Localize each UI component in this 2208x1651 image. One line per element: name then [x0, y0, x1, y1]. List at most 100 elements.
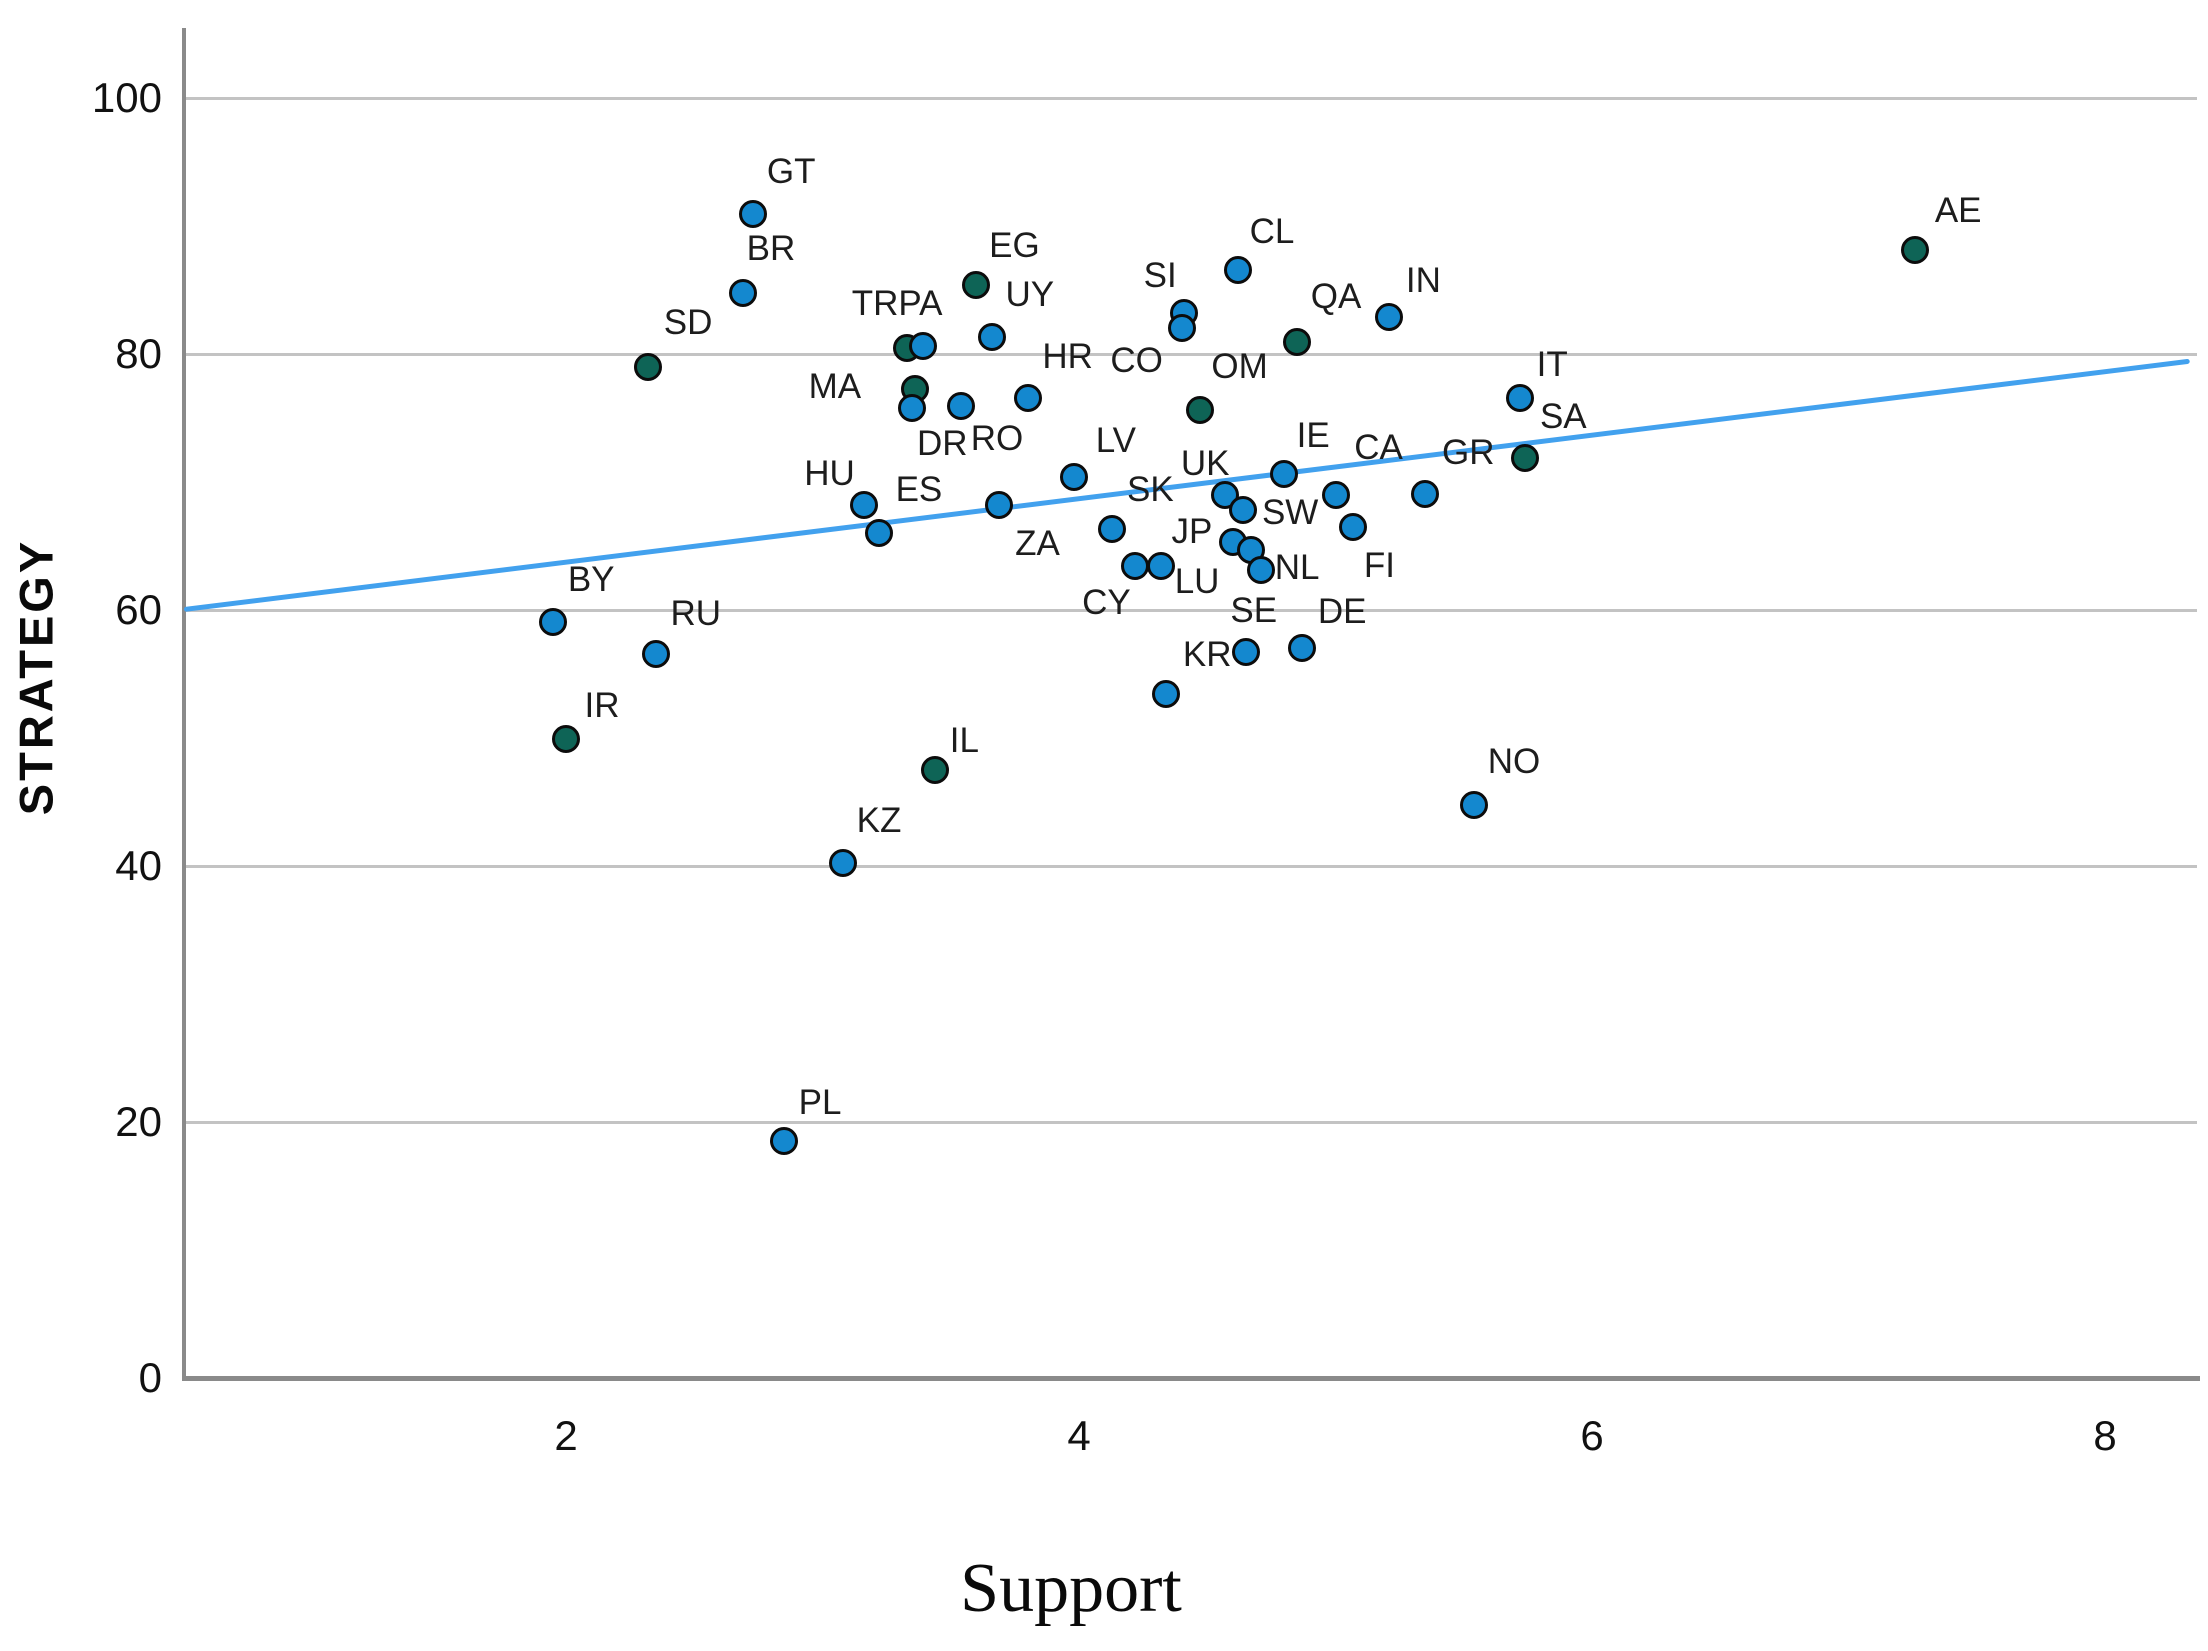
point-label-GT: GT — [766, 152, 816, 192]
data-point-DR — [898, 393, 927, 422]
data-point-FI — [1339, 512, 1368, 541]
data-point-LU — [1147, 552, 1176, 581]
gridline-y-80 — [185, 353, 2197, 356]
data-point-unlabeled-28 — [1236, 535, 1265, 564]
data-point-CL — [1224, 255, 1253, 284]
data-point-CO — [1167, 314, 1196, 343]
data-point-PL — [770, 1127, 799, 1156]
y-tick-label-100: 100 — [91, 74, 162, 121]
data-point-IE — [1270, 460, 1299, 489]
point-label-JP: JP — [1171, 512, 1213, 552]
point-label-DR: DR — [916, 423, 968, 463]
point-label-IE: IE — [1296, 416, 1330, 456]
data-point-CY — [1121, 552, 1150, 581]
point-label-RU: RU — [670, 593, 722, 633]
data-point-EG — [962, 270, 991, 299]
data-point-HU — [849, 491, 878, 520]
y-tick-label-40: 40 — [115, 842, 162, 889]
data-point-GT — [739, 200, 768, 229]
data-point-SK — [1098, 515, 1127, 544]
data-point-SW — [1229, 496, 1258, 525]
y-tick-label-0: 0 — [138, 1354, 162, 1401]
point-label-BR: BR — [746, 228, 796, 268]
data-point-UY — [977, 323, 1006, 352]
point-label-HU: HU — [804, 454, 855, 494]
point-label-IR: IR — [584, 686, 620, 726]
point-label-CA: CA — [1354, 427, 1403, 467]
data-point-NO — [1460, 790, 1488, 819]
data-point-IT — [1506, 383, 1535, 412]
point-label-NL: NL — [1274, 548, 1320, 588]
point-label-ES: ES — [895, 470, 943, 510]
point-label-AE: AE — [1934, 191, 1982, 231]
data-point-ES — [864, 519, 893, 548]
data-point-CA — [1321, 480, 1350, 509]
point-label-GR: GR — [1442, 432, 1495, 472]
x-tick-label-2: 2 — [554, 1412, 578, 1459]
data-point-KZ — [829, 849, 858, 878]
data-point-IN — [1375, 302, 1404, 331]
point-label-SK: SK — [1126, 470, 1174, 510]
point-label-SA: SA — [1539, 396, 1587, 436]
point-label-EG: EG — [989, 225, 1040, 265]
point-label-UY: UY — [1005, 275, 1055, 315]
data-point-AE — [1901, 236, 1930, 265]
point-label-RO: RO — [970, 419, 1024, 459]
gridline-y-60 — [185, 609, 2197, 612]
data-point-RO — [947, 392, 975, 421]
data-point-IR — [552, 725, 580, 754]
point-label-BY: BY — [567, 559, 615, 599]
point-label-FI: FI — [1363, 545, 1396, 585]
point-label-DE: DE — [1317, 592, 1367, 632]
y-tick-label-20: 20 — [115, 1098, 162, 1145]
y-tick-label-60: 60 — [115, 586, 162, 633]
data-point-BR — [728, 278, 757, 307]
data-point-IL — [921, 756, 950, 784]
point-label-IN: IN — [1405, 260, 1441, 300]
data-point-ZA — [985, 491, 1014, 520]
point-label-IL: IL — [949, 721, 979, 760]
point-label-ZA: ZA — [1015, 524, 1060, 564]
point-label-SD: SD — [663, 302, 713, 342]
point-label-TRPA: TRPA — [851, 283, 943, 323]
point-label-PL: PL — [798, 1083, 842, 1123]
y-tick-label-80: 80 — [115, 330, 162, 377]
point-label-LV: LV — [1095, 420, 1136, 460]
point-label-UK: UK — [1180, 443, 1230, 483]
gridline-y-20 — [185, 1121, 2197, 1124]
point-label-LU: LU — [1174, 562, 1220, 602]
data-point-SD — [634, 352, 663, 381]
point-label-KZ: KZ — [856, 801, 902, 841]
point-label-CY: CY — [1082, 583, 1131, 623]
data-point-DE — [1288, 634, 1317, 663]
data-point-unlabeled-6 — [908, 332, 937, 361]
point-label-SI: SI — [1143, 256, 1177, 296]
data-point-OM — [1185, 396, 1214, 425]
data-point-SE — [1231, 638, 1260, 667]
data-point-QA — [1283, 328, 1312, 357]
gridline-y-40 — [185, 865, 2197, 868]
point-label-NO: NO — [1487, 741, 1541, 781]
data-point-NL — [1247, 556, 1276, 585]
data-point-BY — [539, 607, 568, 636]
gridline-y-100 — [185, 97, 2197, 100]
point-label-SW: SW — [1261, 493, 1319, 533]
data-point-HR — [1013, 383, 1042, 412]
x-axis-title: Support — [960, 1550, 1182, 1627]
data-point-RU — [641, 639, 670, 668]
data-point-SA — [1511, 443, 1540, 472]
x-tick-label-6: 6 — [1580, 1412, 1604, 1459]
point-label-OM: OM — [1211, 347, 1268, 387]
y-axis-line — [182, 28, 186, 1380]
point-label-CO: CO — [1110, 341, 1163, 381]
point-label-SE: SE — [1230, 591, 1278, 631]
x-tick-label-8: 8 — [2093, 1412, 2117, 1459]
point-label-MA: MA — [808, 366, 862, 406]
point-label-HR: HR — [1042, 336, 1093, 376]
point-label-CL: CL — [1249, 211, 1295, 251]
point-label-IT: IT — [1536, 344, 1568, 384]
point-label-KR: KR — [1182, 635, 1232, 675]
data-point-KR — [1152, 680, 1181, 709]
data-point-GR — [1411, 479, 1440, 508]
